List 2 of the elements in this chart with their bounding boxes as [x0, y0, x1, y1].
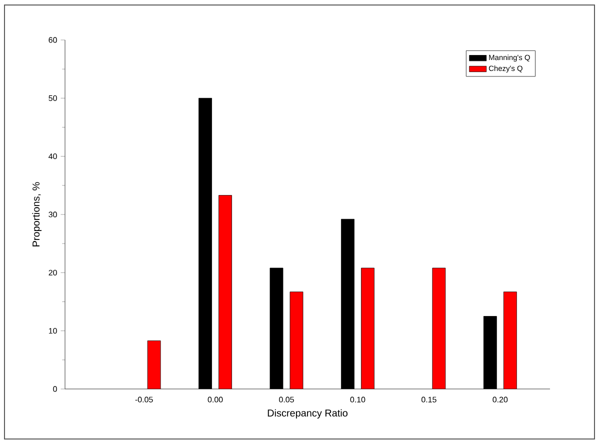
x-axis-title: Discrepancy Ratio	[268, 409, 348, 419]
y-axis-title: Proportions, %	[32, 182, 42, 246]
